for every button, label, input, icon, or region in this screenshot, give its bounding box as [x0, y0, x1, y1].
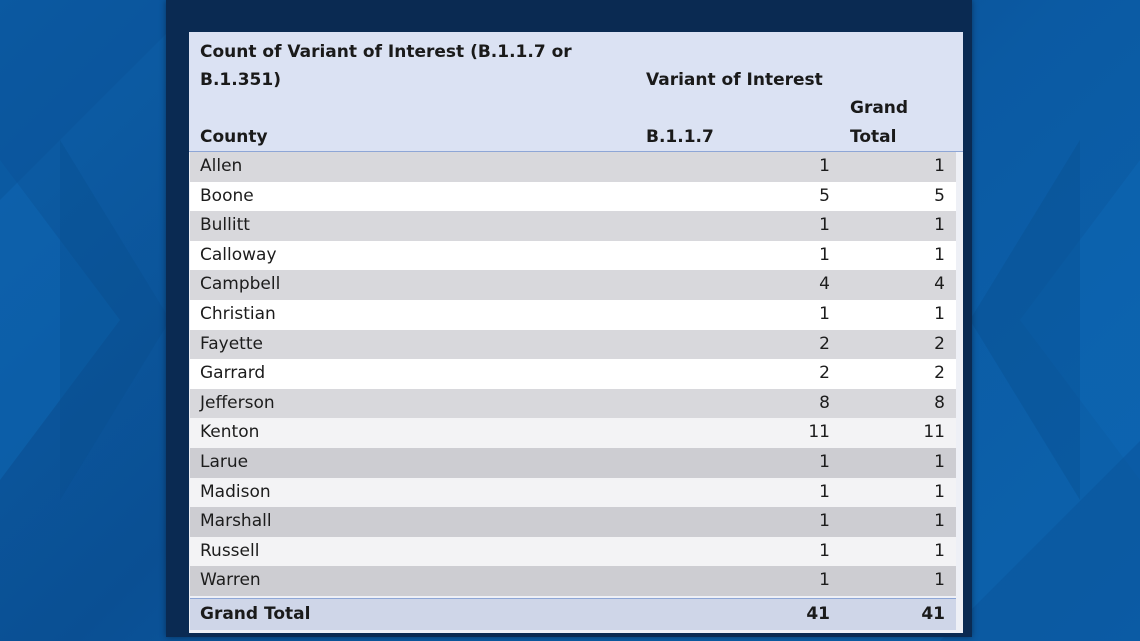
cell-county: Allen — [200, 156, 243, 176]
cell-variant: 5 — [819, 185, 830, 206]
cell-county: Warren — [200, 570, 261, 591]
cell-variant: 1 — [819, 303, 830, 324]
cell-county: Kenton — [200, 422, 260, 443]
cell-total: 11 — [923, 422, 945, 443]
cell-county: Garrard — [200, 363, 266, 384]
cell-county: Russell — [200, 540, 260, 561]
cell-total: 2 — [934, 333, 945, 354]
grand-total-label: Grand Total — [200, 604, 311, 624]
cell-variant: 1 — [819, 570, 830, 591]
table-row: Marshall 1 1 — [190, 507, 956, 537]
pivot-table: Count of Variant of Interest (B.1.1.7 or… — [189, 32, 963, 633]
cell-variant: 2 — [819, 333, 830, 354]
grand-total-variant: 41 — [806, 604, 830, 624]
header-grand-line1: Grand — [850, 98, 909, 118]
header-variant: B.1.1.7 — [646, 127, 714, 147]
table-body: Allen 1 1 Boone 5 5 Bullitt 1 1 Calloway 1 1 Campbel… — [190, 152, 956, 596]
cell-county: Bullitt — [200, 215, 250, 236]
cell-county: Campbell — [200, 274, 281, 295]
cell-variant: 2 — [819, 363, 830, 384]
grand-total-total: 41 — [921, 604, 945, 624]
cell-variant: 1 — [819, 215, 830, 236]
cell-variant: 1 — [819, 451, 830, 472]
cell-county: Fayette — [200, 333, 263, 354]
header-grand-line2: Total — [850, 127, 897, 147]
cell-total: 1 — [934, 156, 945, 176]
table-row: Jefferson 8 8 — [190, 388, 956, 419]
cell-variant: 1 — [819, 156, 830, 176]
cell-total: 1 — [934, 481, 945, 502]
cell-variant: 1 — [819, 244, 830, 265]
table-row: Christian 1 1 — [190, 299, 956, 330]
table-row: Bullitt 1 1 — [190, 211, 956, 241]
table-row: Garrard 2 2 — [190, 359, 956, 389]
table-title-line1: Count of Variant of Interest (B.1.1.7 or — [200, 42, 572, 62]
cell-total: 1 — [934, 244, 945, 265]
cell-county: Boone — [200, 185, 254, 206]
table-row: Boone 5 5 — [190, 181, 956, 212]
table-row: Fayette 2 2 — [190, 329, 956, 360]
table-row: Allen 1 1 — [190, 152, 956, 182]
column-group-label: Variant of Interest — [646, 70, 823, 90]
cell-total: 8 — [934, 392, 945, 413]
cell-total: 4 — [934, 274, 945, 295]
cell-total: 1 — [934, 570, 945, 591]
table-row: Russell 1 1 — [190, 536, 956, 567]
table-row: Calloway 1 1 — [190, 240, 956, 271]
table-row: Larue 1 1 — [190, 447, 956, 478]
cell-county: Madison — [200, 481, 271, 502]
cell-total: 2 — [934, 363, 945, 384]
table-row: Campbell 4 4 — [190, 270, 956, 300]
table-row: Kenton 11 11 — [190, 418, 956, 448]
cell-variant: 1 — [819, 540, 830, 561]
cell-total: 1 — [934, 215, 945, 236]
cell-variant: 8 — [819, 392, 830, 413]
cell-total: 1 — [934, 303, 945, 324]
cell-county: Jefferson — [200, 392, 275, 413]
cell-variant: 1 — [819, 481, 830, 502]
cell-county: Calloway — [200, 244, 277, 265]
cell-total: 1 — [934, 511, 945, 532]
table-row: Madison 1 1 — [190, 477, 956, 508]
cell-county: Christian — [200, 303, 276, 324]
cell-county: Marshall — [200, 511, 272, 532]
cell-total: 1 — [934, 540, 945, 561]
cell-variant: 1 — [819, 511, 830, 532]
cell-variant: 11 — [808, 422, 830, 443]
cell-variant: 4 — [819, 274, 830, 295]
cell-total: 5 — [934, 185, 945, 206]
table-title-line2: B.1.351) — [200, 70, 281, 90]
cell-county: Larue — [200, 451, 249, 472]
cell-total: 1 — [934, 451, 945, 472]
table-header: Count of Variant of Interest (B.1.1.7 or… — [189, 32, 963, 152]
grand-total-row: Grand Total 41 41 — [190, 598, 956, 630]
header-county: County — [200, 127, 268, 147]
table-row: Warren 1 1 — [190, 566, 956, 596]
